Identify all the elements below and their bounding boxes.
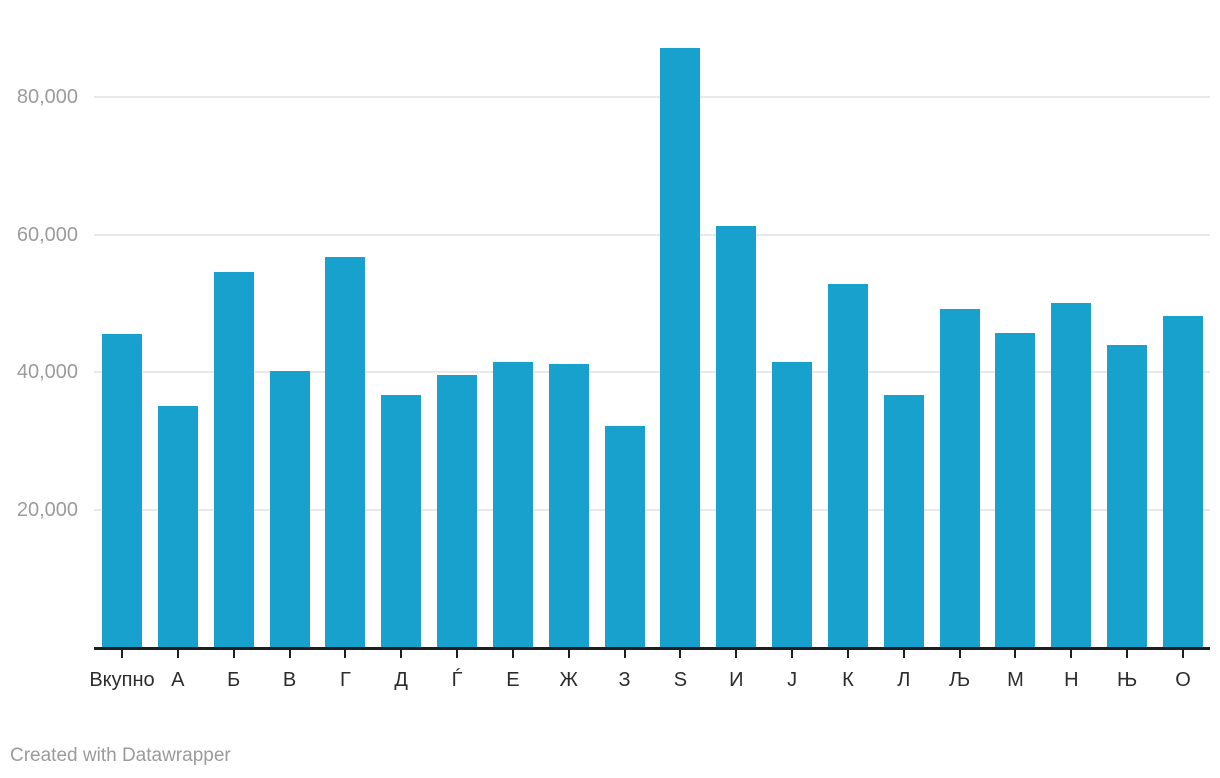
x-tick — [735, 650, 738, 658]
bar-в[interactable] — [269, 370, 310, 647]
bar-г[interactable] — [325, 257, 366, 647]
bar-е[interactable] — [492, 361, 533, 647]
x-label-ѓ: Ѓ — [451, 669, 463, 691]
bar-д[interactable] — [381, 395, 422, 647]
y-tick-label: 60,000 — [16, 223, 78, 246]
x-tick — [1014, 650, 1017, 658]
bar-б[interactable] — [213, 271, 254, 647]
bar-вкупно[interactable] — [102, 334, 142, 647]
x-tick — [958, 650, 961, 658]
bar-њ[interactable] — [1107, 344, 1148, 647]
x-label-њ: Њ — [1117, 669, 1138, 691]
y-tick-label: 20,000 — [16, 498, 78, 521]
x-tick — [232, 650, 235, 658]
y-tick-label: 40,000 — [16, 361, 78, 383]
x-label-м: М — [1007, 669, 1024, 691]
x-label-ж: Ж — [559, 669, 578, 691]
bar-и[interactable] — [716, 226, 757, 647]
x-label-ѕ: Ѕ — [673, 669, 688, 691]
gridline-40000 — [94, 371, 1210, 373]
x-label-з: З — [618, 669, 631, 691]
x-label-г: Г — [339, 669, 351, 691]
x-tick — [1070, 650, 1073, 658]
bar-н[interactable] — [1051, 303, 1092, 647]
bar-м[interactable] — [995, 332, 1036, 647]
gridline-20000 — [94, 508, 1210, 511]
x-label-и: И — [729, 669, 744, 691]
x-axis-labels: Вкупно А Б В Г Д Ѓ Е Ж З Ѕ И Ј К Л Љ М Н Њ О — [89, 668, 1210, 694]
x-tick — [288, 650, 291, 658]
x-tick — [679, 650, 682, 658]
x-tick — [1126, 650, 1129, 658]
x-tick — [344, 650, 347, 658]
x-tick — [511, 650, 514, 658]
y-tick-label: 80,000 — [16, 86, 78, 108]
x-label-в: В — [282, 669, 297, 691]
bar-ј[interactable] — [772, 362, 813, 647]
x-label-вкупно: Вкупно — [89, 669, 155, 691]
gridline-60000 — [94, 233, 1210, 236]
x-label-о: О — [1175, 669, 1191, 691]
x-tick — [846, 650, 849, 658]
x-label-д: Д — [394, 669, 408, 691]
x-label-л: Л — [897, 669, 911, 691]
x-label-н: Н — [1064, 669, 1079, 691]
x-label-к: К — [842, 669, 854, 691]
bar-ѕ[interactable] — [660, 47, 701, 647]
bar-к[interactable] — [827, 284, 868, 647]
x-tick — [400, 650, 403, 658]
x-label-а: А — [171, 669, 185, 691]
x-tick — [902, 650, 905, 658]
x-tick — [1182, 650, 1184, 658]
x-label-б: Б — [227, 669, 241, 691]
plot-area — [94, 0, 1210, 650]
x-axis-ticks — [94, 650, 1210, 659]
bar-з[interactable] — [604, 425, 645, 647]
bar-л[interactable] — [883, 395, 924, 647]
datawrapper-credit[interactable]: Created with Datawrapper — [10, 745, 231, 766]
x-tick — [791, 650, 794, 658]
y-axis: 20,000 40,000 60,000 80,000 — [0, 0, 78, 647]
x-tick — [567, 650, 570, 658]
x-label-ј: Ј — [787, 669, 798, 691]
gridline-80000 — [94, 96, 1210, 98]
bar-ж[interactable] — [548, 363, 589, 647]
bar-љ[interactable] — [939, 309, 980, 647]
x-tick — [176, 650, 179, 658]
x-label-љ: Љ — [949, 669, 971, 691]
x-label-е: Е — [506, 669, 520, 691]
x-tick — [456, 650, 459, 658]
bar-о[interactable] — [1163, 316, 1203, 647]
bar-ѓ[interactable] — [437, 375, 478, 647]
x-tick — [623, 650, 626, 658]
x-tick — [121, 650, 123, 658]
bar-а[interactable] — [157, 406, 198, 647]
